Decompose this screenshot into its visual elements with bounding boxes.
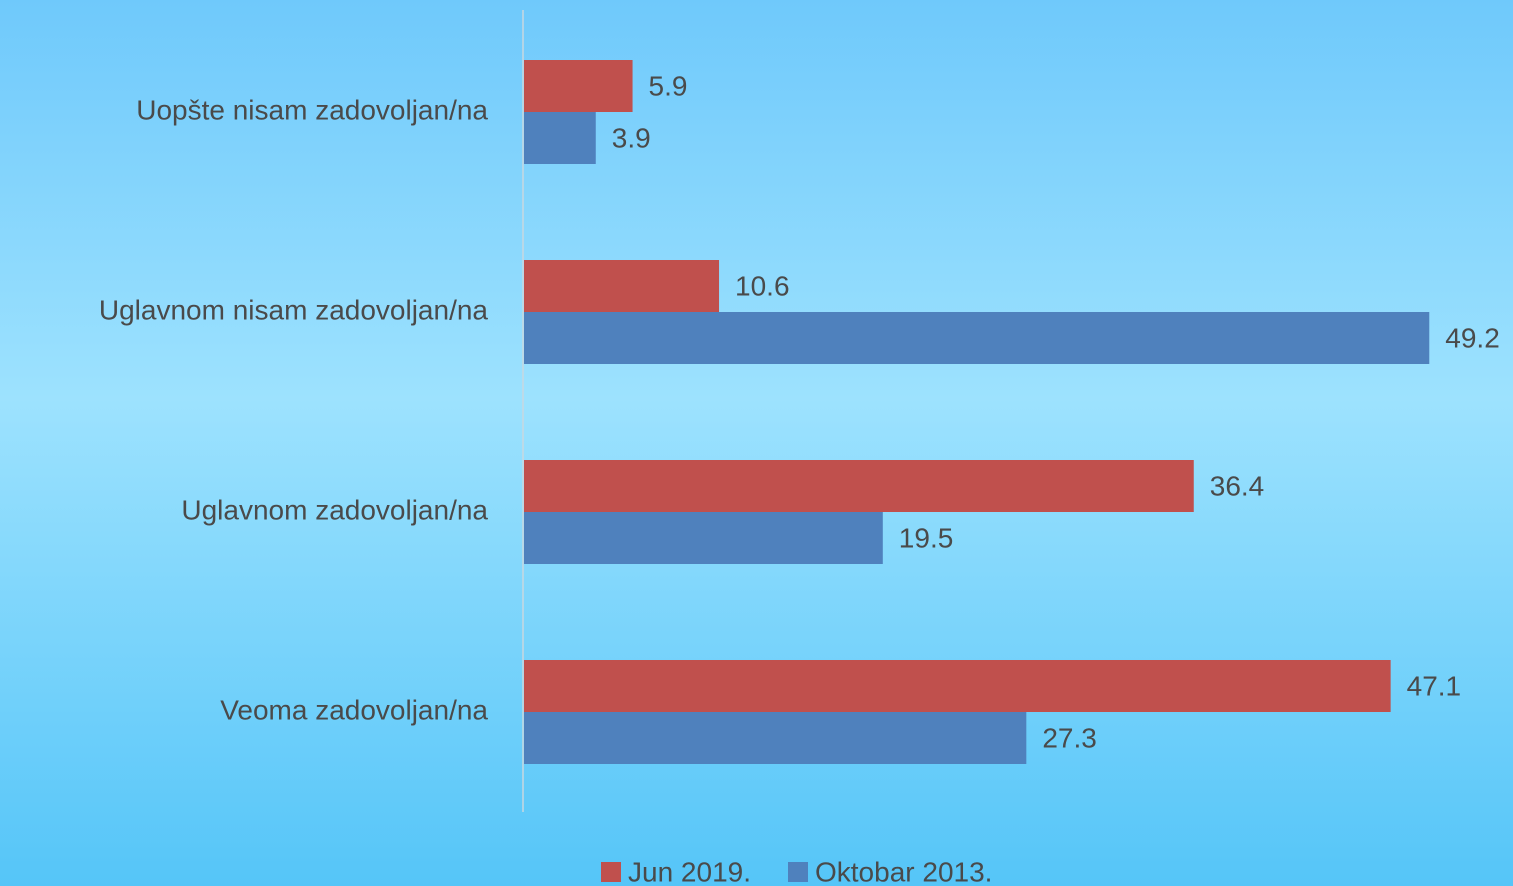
data-label: 10.6 — [735, 270, 790, 301]
legend-label: Jun 2019. — [628, 856, 751, 886]
y-tick-label: Uglavnom nisam zadovoljan/na — [99, 294, 489, 325]
y-tick-label: Uopšte nisam zadovoljan/na — [136, 94, 488, 125]
bar — [524, 460, 1194, 512]
bar — [524, 112, 596, 164]
bar — [524, 660, 1391, 712]
bar — [524, 512, 883, 564]
bar — [524, 260, 720, 312]
data-label: 49.2 — [1445, 322, 1500, 353]
data-label: 47.1 — [1407, 670, 1462, 701]
data-label: 27.3 — [1042, 722, 1097, 753]
bar — [524, 312, 1430, 364]
bar — [524, 60, 633, 112]
legend-label: Oktobar 2013. — [815, 856, 992, 886]
bar — [524, 712, 1027, 764]
legend-swatch — [788, 862, 808, 882]
data-label: 19.5 — [899, 522, 954, 553]
data-label: 5.9 — [649, 70, 688, 101]
legend-swatch — [601, 862, 621, 882]
data-label: 3.9 — [612, 122, 651, 153]
y-tick-label: Uglavnom zadovoljan/na — [181, 494, 488, 525]
data-label: 36.4 — [1210, 470, 1265, 501]
y-tick-label: Veoma zadovoljan/na — [220, 694, 488, 725]
